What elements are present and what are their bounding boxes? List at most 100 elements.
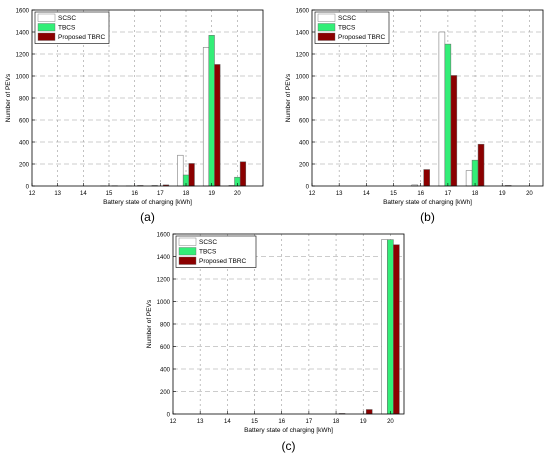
bar-scsc	[465, 170, 473, 187]
legend: SCSC TBCS Proposed TBRC	[175, 235, 257, 268]
x-tick-label: 16	[131, 191, 138, 197]
legend: SCSC TBCS Proposed TBRC	[34, 11, 110, 44]
y-tick-label: 1400	[16, 31, 30, 37]
x-tick-label: 16	[417, 191, 424, 197]
legend-swatch-proposed-tbrc	[178, 256, 197, 265]
x-axis-label: Battery state of charging [kWh]	[383, 199, 472, 206]
y-tick-label: 1400	[157, 255, 171, 261]
y-tick-label: 800	[160, 323, 171, 329]
bar-proposed-tbrc	[239, 161, 247, 187]
legend-label: TBCS	[58, 25, 76, 32]
legend-label: TBCS	[338, 25, 356, 32]
chart-panel-b: 0 200 400 600 800 1000 1200 1400 1600 12 13 14 15 16 1…	[285, 9, 544, 224]
x-tick-label: 19	[499, 191, 506, 197]
x-tick-label: 12	[29, 191, 36, 197]
panel-label: (a)	[140, 210, 155, 224]
y-tick-label: 400	[160, 368, 171, 374]
y-axis-label: Number of PEVs	[146, 299, 153, 348]
x-tick-label: 18	[333, 419, 340, 425]
y-tick-label: 600	[19, 119, 30, 125]
panel-label: (c)	[282, 439, 296, 453]
x-tick-label: 14	[363, 191, 370, 197]
x-axis-label: Battery state of charging [kWh]	[103, 199, 192, 206]
bar-tbcs	[444, 43, 452, 187]
y-tick-label: 1200	[296, 53, 310, 59]
y-tick-label: 600	[299, 119, 310, 125]
legend: SCSC TBCS Proposed TBRC	[314, 11, 390, 44]
bar-proposed-tbrc	[188, 163, 195, 187]
y-tick-label: 1000	[157, 300, 171, 306]
x-tick-label: 16	[278, 419, 285, 425]
x-tick-label: 12	[309, 191, 316, 197]
x-tick-label: 17	[445, 191, 452, 197]
y-tick-label: 1600	[16, 9, 30, 15]
legend-label: Proposed TBRC	[58, 34, 106, 41]
bar-scsc	[438, 31, 446, 187]
x-tick-label: 13	[54, 191, 61, 197]
bar-tbcs	[387, 239, 394, 415]
x-tick-label: 15	[251, 419, 258, 425]
x-tick-label: 19	[360, 419, 367, 425]
x-tick-label: 15	[390, 191, 397, 197]
bar-proposed-tbrc	[450, 75, 458, 187]
legend-swatch-tbcs	[37, 23, 56, 32]
y-tick-label: 200	[299, 163, 310, 169]
y-tick-label: 0	[167, 413, 171, 419]
x-tick-label: 13	[336, 191, 343, 197]
x-tick-label: 17	[157, 191, 164, 197]
y-tick-label: 1000	[16, 75, 30, 81]
legend-swatch-scsc	[37, 13, 56, 22]
bar-scsc	[381, 239, 388, 415]
legend-label: Proposed TBRC	[199, 258, 247, 265]
x-tick-label: 18	[472, 191, 479, 197]
legend-label: SCSC	[199, 239, 217, 246]
y-tick-label: 1200	[157, 278, 171, 284]
legend-label: TBCS	[199, 249, 217, 256]
x-tick-label: 13	[197, 419, 204, 425]
bar-proposed-tbrc	[365, 409, 373, 415]
y-tick-label: 1200	[16, 53, 30, 59]
legend-swatch-tbcs	[178, 247, 197, 256]
x-tick-label: 12	[170, 419, 177, 425]
legend-swatch-proposed-tbrc	[37, 32, 56, 41]
x-tick-label: 15	[106, 191, 113, 197]
y-tick-label: 200	[19, 163, 30, 169]
legend-swatch-scsc	[178, 237, 197, 246]
bar-scsc	[177, 154, 184, 187]
y-axis-label: Number of PEVs	[5, 73, 12, 122]
bar-proposed-tbrc	[393, 244, 400, 415]
chart-panel-a: 0 200 400 600 800 1000 1200 1400 1600 12 13 14 15 16 1…	[5, 9, 264, 224]
x-tick-label: 20	[387, 419, 394, 425]
bar-tbcs	[208, 35, 215, 187]
bar-proposed-tbrc	[214, 64, 221, 187]
legend-label: SCSC	[58, 15, 76, 22]
y-tick-label: 800	[299, 97, 310, 103]
y-axis-label: Number of PEVs	[285, 73, 292, 122]
chart-panel-c: 0 200 400 600 800 1000 1200 1400 1600 12 13 14 15 16 1…	[146, 233, 405, 453]
y-tick-label: 1600	[157, 233, 171, 239]
y-tick-label: 200	[160, 390, 171, 396]
y-tick-label: 1400	[296, 31, 310, 37]
legend-label: Proposed TBRC	[338, 34, 386, 41]
panel-label: (b)	[420, 210, 435, 224]
bar-proposed-tbrc	[423, 169, 430, 187]
x-tick-label: 14	[224, 419, 231, 425]
y-tick-label: 0	[306, 185, 310, 191]
x-tick-label: 20	[234, 191, 241, 197]
bar-proposed-tbrc	[477, 143, 485, 187]
y-tick-label: 1000	[296, 75, 310, 81]
y-tick-label: 400	[19, 141, 30, 147]
legend-swatch-scsc	[317, 13, 336, 22]
x-axis-label: Battery state of charging [kWh]	[244, 427, 333, 434]
legend-swatch-tbcs	[317, 23, 336, 32]
y-tick-label: 800	[19, 97, 30, 103]
bar-tbcs	[471, 159, 479, 187]
y-tick-label: 0	[26, 185, 30, 191]
x-tick-label: 19	[208, 191, 215, 197]
bar-scsc	[202, 47, 210, 187]
legend-label: SCSC	[338, 15, 356, 22]
legend-swatch-proposed-tbrc	[317, 32, 336, 41]
x-tick-label: 17	[306, 419, 313, 425]
x-tick-label: 20	[526, 191, 533, 197]
